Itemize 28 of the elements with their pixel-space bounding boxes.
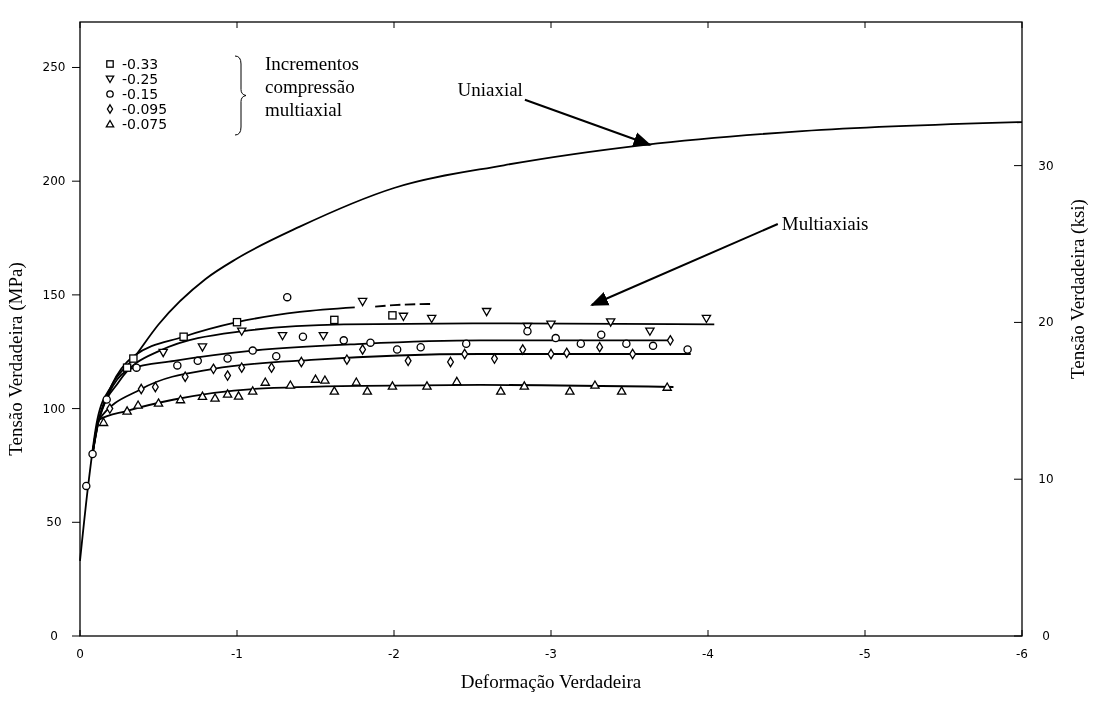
x-tick-label: -5 [859,647,871,661]
legend-label: -0.33 [122,56,159,72]
y-tick-label: 200 [42,174,66,189]
y-axis-title: Tensão Verdadeira (MPa) [5,262,27,456]
y-tick-label: 0 [50,629,58,643]
y2-tick-label: 20 [1038,315,1054,330]
legend-title: Incrementos compressão multiaxial [265,53,359,120]
y2-tick-label: 10 [1038,472,1054,487]
legend-label: -0.15 [122,86,159,102]
legend-label: -0.075 [122,116,168,132]
x-tick-label: -6 [1016,647,1028,661]
y2-axis-title: Tensão Verdadeira (ksi) [1067,199,1089,379]
legend-label: -0.25 [122,71,159,87]
y-tick-label: 250 [42,60,66,75]
x-axis-title: Deformação Verdadeira [460,671,642,692]
y-tick-label: 150 [42,287,66,302]
x-tick-label: -4 [702,647,714,661]
x-tick-label: -3 [545,647,557,661]
x-tick-label: 0 [76,647,84,661]
annotation: Multiaxiais [781,213,869,234]
x-tick-label: -2 [388,647,400,661]
x-tick-label: -1 [231,647,243,661]
y2-tick-label: 0 [1042,629,1050,643]
legend-label: -0.095 [122,101,168,117]
y-tick-label: 100 [42,401,66,416]
y-tick-label: 50 [46,515,62,530]
annotation: Uniaxial [457,78,523,100]
y2-tick-label: 30 [1038,158,1054,173]
